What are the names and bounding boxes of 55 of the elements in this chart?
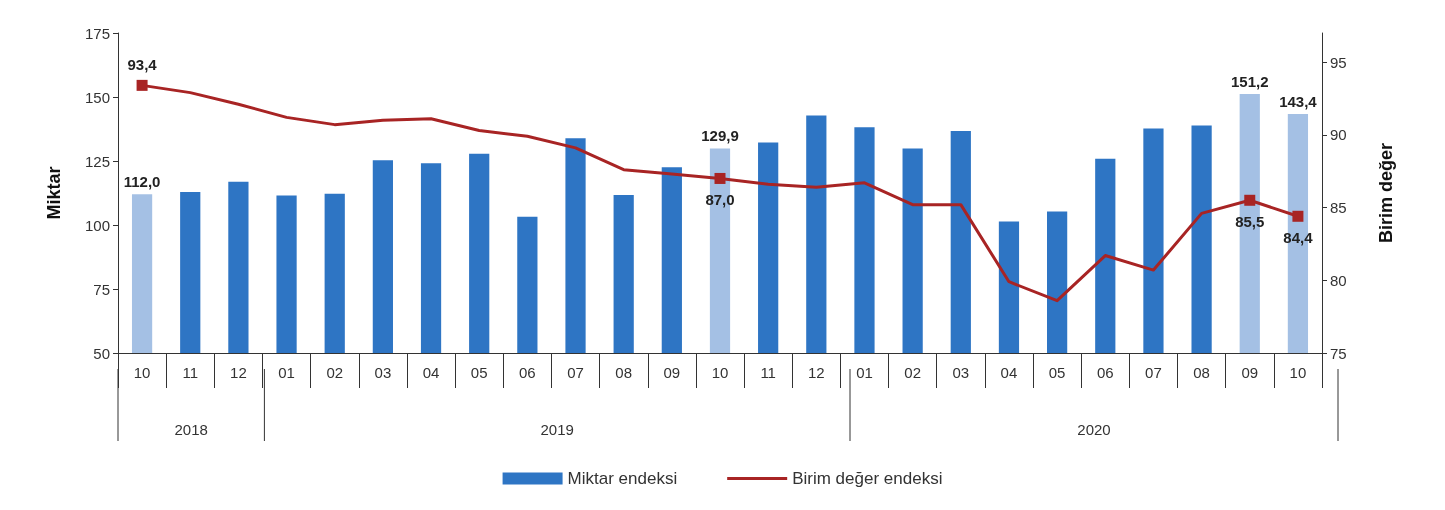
x-tick-label: 10 [1289,364,1307,381]
text: 2019 [540,420,574,438]
data-label: 151,2 [1230,72,1269,90]
x-tick-label: 02 [326,364,344,381]
y-tick-label: 100 [84,216,110,234]
y-tick-label: 125 [84,152,110,170]
text: 2018 [174,420,208,438]
data-label: 143,4 [1279,92,1318,110]
y2-tick-label: 90 [1330,126,1347,144]
x-tick-label: 06 [1096,364,1114,381]
y2-tick-label: 85 [1330,199,1347,217]
point [714,172,726,184]
y-tick-label: 150 [84,88,110,106]
x-tick-label: 09 [1241,364,1259,381]
data-label: 93,4 [127,55,158,73]
data-label: 85,5 [1235,212,1265,230]
point [1292,210,1304,222]
x-tick-label: 09 [663,364,681,381]
x-tick-label: 08 [615,364,633,381]
y2-axis-title: Birim değer [1376,142,1396,244]
x-tick-label: 10 [711,364,729,381]
x-tick-label: 03 [374,364,392,381]
y-tick-label: 175 [84,24,110,42]
data-label: 84,4 [1283,228,1314,246]
x-tick-label: 12 [230,364,247,381]
x-tick-label: 05 [470,364,488,381]
x-tick-label: 10 [133,364,151,381]
x-tick-label: 04 [1000,364,1018,381]
y2-tick-label: 75 [1330,344,1347,362]
x-tick-label: 11 [182,364,199,381]
legend-label: Birim değer endeksi [792,469,943,488]
x-tick-label: 02 [904,364,921,381]
y-tick-label: 50 [93,344,110,362]
legend-label: Miktar endeksi [567,469,678,488]
y-axis-title: Miktar [44,166,64,220]
data-label: 112,0 [123,173,161,191]
point [136,79,148,91]
x-tick-label: 08 [1193,364,1210,381]
x-tick-label: 07 [567,364,584,381]
x-tick-label: 07 [1145,364,1162,381]
x-tick-label: 06 [519,364,536,381]
y-tick-label: 75 [93,280,110,298]
x-tick-label: 12 [807,364,825,381]
data-label: 87,0 [705,190,735,208]
y2-tick-label: 95 [1330,53,1347,71]
point [1244,194,1256,206]
x-tick-label: 11 [760,364,776,381]
text: 2020 [1077,420,1111,438]
x-tick-label: 01 [856,364,873,381]
y2-tick-label: 80 [1330,271,1347,289]
x-tick-label: 03 [952,364,970,381]
data-label: 129,9 [701,127,739,145]
x-tick-label: 05 [1048,364,1066,381]
x-tick-label: 04 [422,364,440,381]
x-tick-label: 01 [278,364,295,381]
